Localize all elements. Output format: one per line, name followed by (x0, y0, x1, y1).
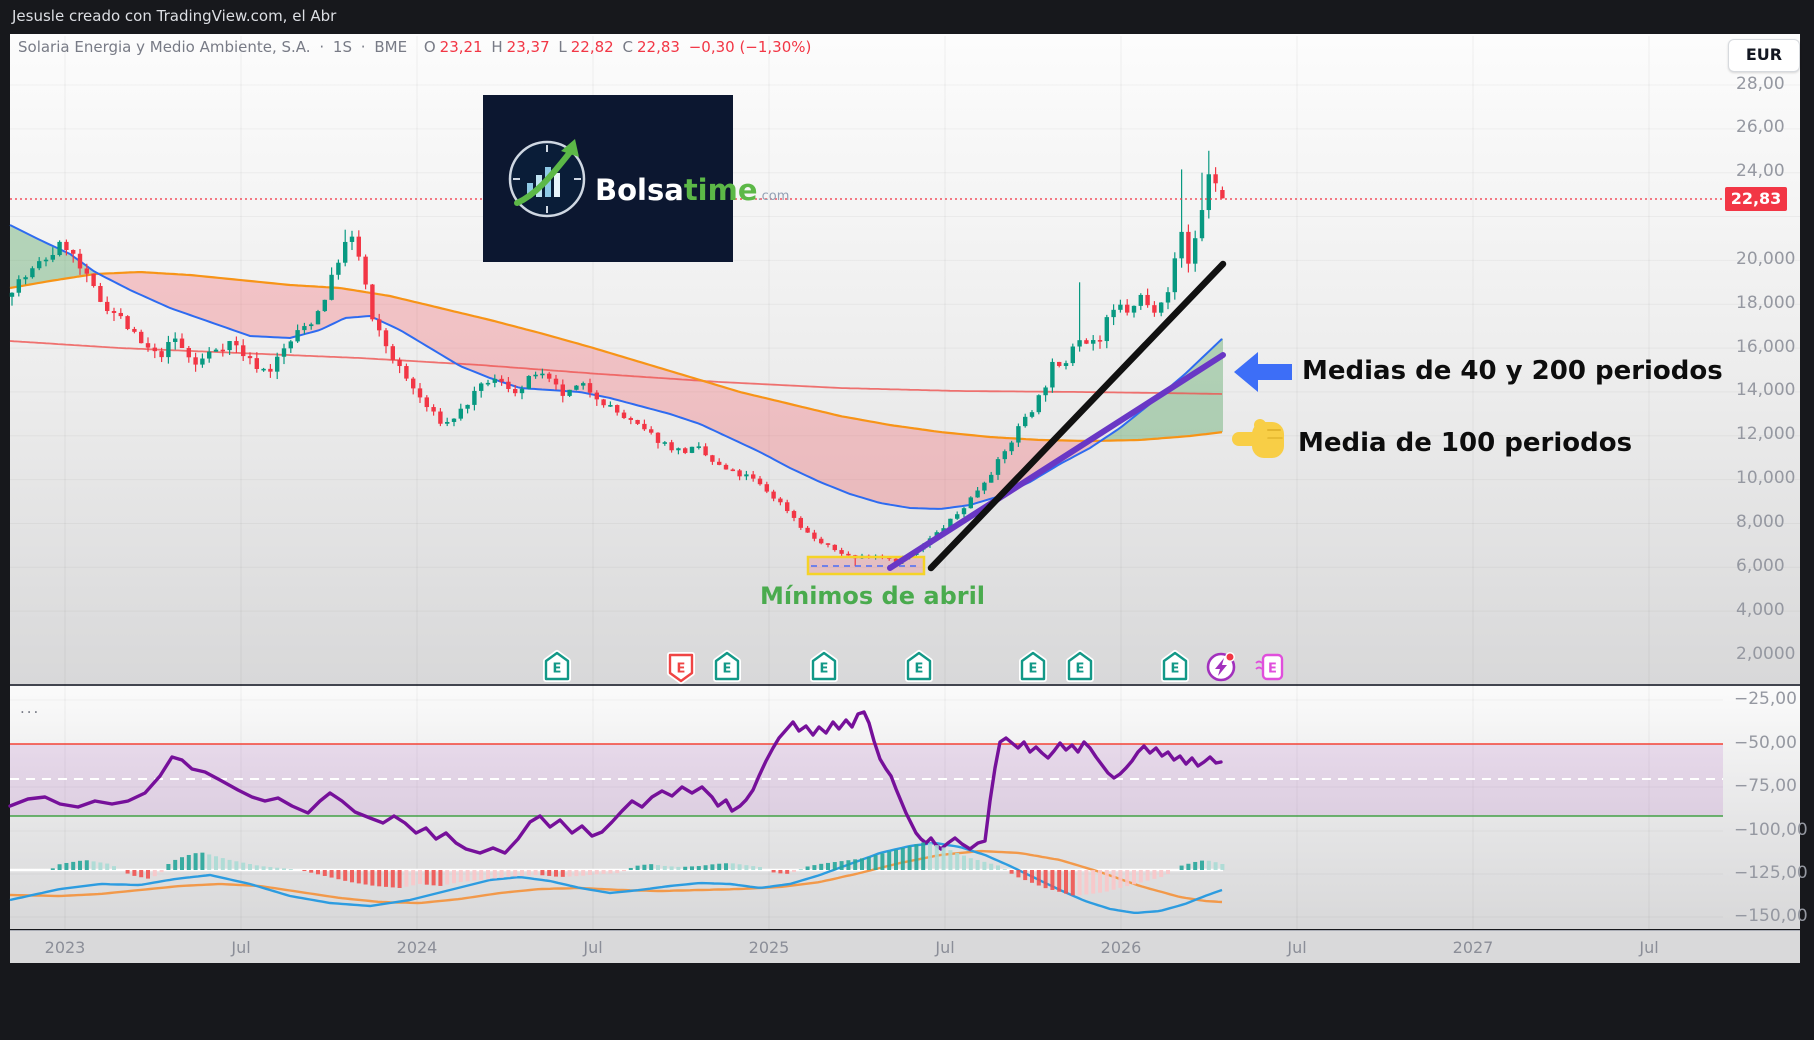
svg-text:E: E (677, 662, 686, 677)
oscillator-axis-label: −50,00 (1734, 733, 1797, 753)
time-axis-label: Jul (231, 938, 251, 957)
last-price-badge: 22,83 (1725, 187, 1787, 211)
oscillator-axis-label: −100,00 (1734, 820, 1808, 840)
symbol-header: Solaria Energia y Medio Ambiente, S.A. ·… (18, 38, 812, 56)
williams-r-line (8, 710, 1223, 855)
earnings-icon-e-doc[interactable]: E (1255, 653, 1284, 681)
time-axis[interactable] (10, 930, 1800, 964)
time-axis-label: Jul (1639, 938, 1659, 957)
blue-arrow-icon (1234, 352, 1292, 392)
price-axis-label: 6,000 (1736, 556, 1785, 576)
time-axis-label: 2024 (396, 938, 438, 957)
oscillator-axis-label: −25,00 (1734, 689, 1797, 709)
main-chart-panel[interactable] (10, 34, 1800, 684)
svg-text:E: E (1076, 662, 1085, 677)
svg-text:E: E (1171, 662, 1180, 677)
price-axis-label: 10,000 (1736, 468, 1796, 488)
earnings-icon-e-up[interactable]: E (543, 650, 571, 682)
bolsatime-logo-card: Bolsatime.com (483, 95, 789, 262)
change-value: −0,30 (−1,30%) (688, 38, 812, 56)
price-axis-label: 8,000 (1736, 512, 1785, 532)
interval-label[interactable]: 1S (332, 38, 352, 56)
price-axis-label: 4,000 (1736, 600, 1785, 620)
oscillator-axis-label: −150,00 (1734, 906, 1808, 926)
time-axis-label: 2027 (1452, 938, 1494, 957)
price-axis-label: 12,000 (1736, 424, 1796, 444)
exchange-label[interactable]: BME (374, 38, 408, 56)
ma-fill-areas (10, 225, 1223, 509)
price-axis-label: 28,00 (1736, 74, 1785, 94)
time-axis-label: 2023 (44, 938, 86, 957)
price-axis-label: 2,0000 (1736, 644, 1796, 664)
window-title-bar: Jesusle creado con TradingView.com, el A… (0, 0, 1814, 34)
earnings-icon-e-down[interactable]: E (667, 652, 695, 684)
time-axis-label: Jul (583, 938, 603, 957)
low-label: L (558, 38, 567, 56)
time-axis-label: Jul (935, 938, 955, 957)
high-value: 23,37 (506, 38, 550, 56)
macd-histogram (50, 842, 1225, 896)
purple-trendline[interactable] (887, 352, 1226, 571)
earnings-icon-e-up[interactable]: E (905, 650, 933, 682)
svg-text:E: E (820, 662, 829, 677)
high-label: H (491, 38, 503, 56)
indicator-more-menu[interactable]: ... (20, 699, 41, 717)
oscillator-axis-label: −125,00 (1734, 863, 1808, 883)
earnings-icon-e-up[interactable]: E (1019, 650, 1047, 682)
earnings-icon-bolt[interactable] (1206, 652, 1236, 682)
open-value: 23,21 (439, 38, 483, 56)
price-axis-label: 26,00 (1736, 117, 1785, 137)
earnings-icon-e-up[interactable]: E (810, 650, 838, 682)
footer-bar: 17 TradingView (0, 963, 1814, 1040)
price-axis-label: 24,00 (1736, 161, 1785, 181)
macd-signal-line (9, 849, 1223, 905)
earnings-icon-e-up[interactable]: E (1066, 650, 1094, 682)
svg-text:E: E (723, 662, 732, 677)
bolsatime-emblem-icon (508, 139, 586, 218)
window-title: Jesusle creado con TradingView.com, el A… (12, 7, 337, 25)
svg-text:E: E (1029, 662, 1038, 677)
open-label: O (423, 38, 436, 56)
oscillator-axis-label: −75,00 (1734, 776, 1797, 796)
close-value: 22,83 (636, 38, 680, 56)
price-axis-label: 14,000 (1736, 380, 1796, 400)
symbol-name[interactable]: Solaria Energia y Medio Ambiente, S.A. (18, 38, 311, 56)
time-axis-label: 2025 (748, 938, 790, 957)
candlesticks (9, 150, 1225, 567)
pointing-hand-icon (1232, 419, 1284, 458)
low-value: 22,82 (570, 38, 614, 56)
price-axis-label: 16,000 (1736, 337, 1796, 357)
currency-button[interactable]: EUR (1728, 39, 1800, 72)
ma-100-annotation: Media de 100 periodos (1298, 428, 1633, 458)
time-axis-label: 2026 (1100, 938, 1142, 957)
svg-text:E: E (553, 662, 562, 677)
svg-text:E: E (915, 662, 924, 677)
oscillator-panel-graphics (8, 710, 1723, 914)
bolsatime-wordmark: Bolsatime.com (595, 173, 790, 207)
ma-40-200-annotation: Medias de 40 y 200 periodos (1302, 356, 1723, 386)
black-trendline[interactable] (927, 260, 1227, 572)
price-axis-label: 20,000 (1736, 249, 1796, 269)
earnings-icon-e-up[interactable]: E (713, 650, 741, 682)
price-axis-label: 18,000 (1736, 293, 1796, 313)
time-axis-label: Jul (1287, 938, 1307, 957)
ma-200-line (9, 340, 1223, 395)
close-label: C (622, 38, 633, 56)
earnings-icon-e-up[interactable]: E (1161, 650, 1189, 682)
panel-separator[interactable] (10, 684, 1800, 686)
svg-text:E: E (1268, 662, 1277, 677)
april-lows-annotation: Mínimos de abril (760, 582, 986, 610)
